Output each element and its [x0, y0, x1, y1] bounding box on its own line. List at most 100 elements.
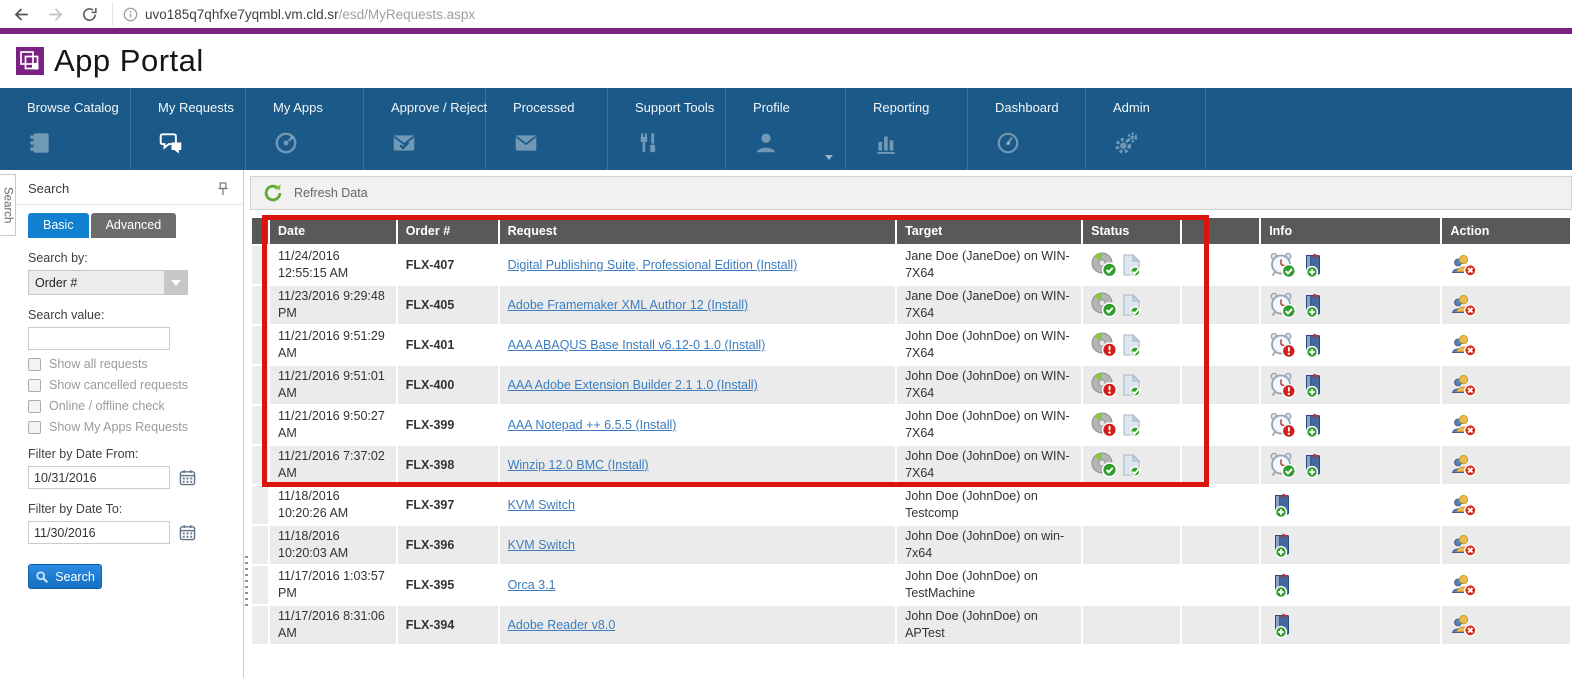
row-selector-cell[interactable]	[252, 326, 268, 364]
splitter-grip-icon[interactable]	[245, 556, 248, 606]
request-link[interactable]: KVM Switch	[507, 498, 575, 512]
panel-splitter[interactable]	[243, 170, 249, 678]
add-to-list-icon[interactable]	[1300, 332, 1324, 358]
cancel-request-icon[interactable]	[1450, 373, 1478, 397]
cancel-request-icon[interactable]	[1450, 453, 1478, 477]
date-to-input[interactable]	[28, 521, 170, 544]
nav-tab-support-tools[interactable]: Support Tools	[608, 88, 726, 170]
add-to-list-icon[interactable]	[1300, 372, 1324, 398]
request-link[interactable]: AAA ABAQUS Base Install v6.12-0 1.0 (Ins…	[507, 338, 766, 352]
search-by-select[interactable]: Order #	[28, 270, 188, 295]
checkbox[interactable]	[28, 420, 41, 434]
column-header-info[interactable]: Info	[1261, 218, 1441, 244]
nav-tab-profile[interactable]: Profile	[726, 88, 846, 170]
column-header-status[interactable]: Status	[1083, 218, 1180, 244]
column-header-order[interactable]: Order #	[397, 218, 498, 244]
nav-tab-admin[interactable]: Admin	[1086, 88, 1206, 170]
add-to-list-icon[interactable]	[1300, 292, 1324, 318]
cancel-request-icon[interactable]	[1450, 293, 1478, 317]
cancel-request-icon[interactable]	[1450, 333, 1478, 357]
column-header-blank[interactable]	[252, 218, 268, 244]
chevron-down-icon[interactable]	[164, 271, 187, 294]
request-link[interactable]: Adobe Reader v8.0	[507, 618, 616, 632]
tab-basic[interactable]: Basic	[28, 213, 89, 238]
request-row: 11/17/2016 1:03:57 PM FLX-395 Orca 3.1 John…	[252, 566, 1570, 604]
nav-tab-browse-catalog[interactable]: Browse Catalog	[0, 88, 131, 170]
cancel-request-icon[interactable]	[1450, 573, 1478, 597]
calendar-icon[interactable]	[179, 469, 196, 486]
search-panel-side-tab[interactable]: Search	[0, 174, 16, 236]
add-to-list-icon[interactable]	[1300, 412, 1324, 438]
pin-icon[interactable]	[217, 181, 229, 196]
calendar-icon[interactable]	[179, 524, 196, 541]
request-link[interactable]: KVM Switch	[507, 538, 575, 552]
date-from-input[interactable]	[28, 466, 170, 489]
checkbox[interactable]	[28, 399, 41, 413]
row-selector-cell[interactable]	[252, 526, 268, 564]
nav-tab-my-requests[interactable]: My Requests	[131, 88, 246, 170]
nav-tab-reporting[interactable]: Reporting	[846, 88, 968, 170]
schedule-alarm-icon[interactable]	[1269, 332, 1297, 358]
add-to-list-icon[interactable]	[1300, 452, 1324, 478]
column-header-date[interactable]: Date	[270, 218, 396, 244]
address-bar[interactable]: uvo185q7qhfxe7yqmbl.vm.cld.sr/esd/MyRequ…	[112, 2, 475, 26]
schedule-alarm-icon[interactable]	[1269, 292, 1297, 318]
schedule-alarm-icon[interactable]	[1269, 372, 1297, 398]
search-button[interactable]: Search	[28, 564, 102, 589]
add-to-list-icon[interactable]	[1269, 492, 1293, 518]
request-link[interactable]: Adobe Framemaker XML Author 12 (Install)	[507, 298, 749, 312]
tab-advanced[interactable]: Advanced	[90, 213, 177, 238]
add-to-list-icon[interactable]	[1269, 532, 1293, 558]
row-selector-cell[interactable]	[252, 446, 268, 484]
row-selector-cell[interactable]	[252, 486, 268, 524]
cancel-request-icon[interactable]	[1450, 253, 1478, 277]
schedule-alarm-icon[interactable]	[1269, 412, 1297, 438]
checkbox-row[interactable]: Online / offline check	[28, 399, 243, 413]
checkbox-row[interactable]: Show cancelled requests	[28, 378, 243, 392]
refresh-icon[interactable]	[261, 182, 285, 204]
nav-tab-my-apps[interactable]: My Apps	[246, 88, 364, 170]
row-selector-cell[interactable]	[252, 606, 268, 644]
back-icon[interactable]	[8, 2, 34, 26]
refresh-data-label[interactable]: Refresh Data	[294, 186, 368, 200]
date-cell: 11/18/2016 10:20:03 AM	[270, 526, 396, 564]
cancel-request-icon[interactable]	[1450, 493, 1478, 517]
forward-icon[interactable]	[42, 2, 68, 26]
add-to-list-icon[interactable]	[1300, 252, 1324, 278]
page-info-icon[interactable]	[123, 7, 138, 22]
reload-icon[interactable]	[76, 2, 102, 26]
cancel-request-icon[interactable]	[1450, 533, 1478, 557]
request-cell: Winzip 12.0 BMC (Install)	[499, 446, 896, 484]
nav-tab-approve-reject[interactable]: Approve / Reject	[364, 88, 487, 170]
checkbox-row[interactable]: Show My Apps Requests	[28, 420, 243, 434]
checkbox[interactable]	[28, 378, 41, 392]
row-selector-cell[interactable]	[252, 246, 268, 284]
column-header-target[interactable]: Target	[897, 218, 1082, 244]
nav-tab-processed[interactable]: Processed	[486, 88, 608, 170]
chevron-down-icon[interactable]	[825, 155, 833, 160]
request-link[interactable]: AAA Adobe Extension Builder 2.1 1.0 (Ins…	[507, 378, 758, 392]
column-header-request[interactable]: Request	[499, 218, 896, 244]
column-header-action[interactable]: Action	[1442, 218, 1570, 244]
column-header-blank[interactable]	[1181, 218, 1260, 244]
add-to-list-icon[interactable]	[1269, 612, 1293, 638]
checkbox-label: Online / offline check	[49, 399, 165, 413]
schedule-alarm-icon[interactable]	[1269, 452, 1297, 478]
request-row: 11/18/2016 10:20:03 AM FLX-396 KVM Switch J…	[252, 526, 1570, 564]
request-link[interactable]: AAA Notepad ++ 6.5.5 (Install)	[507, 418, 677, 432]
row-selector-cell[interactable]	[252, 366, 268, 404]
row-selector-cell[interactable]	[252, 286, 268, 324]
add-to-list-icon[interactable]	[1269, 572, 1293, 598]
search-value-input[interactable]	[28, 327, 170, 350]
checkbox-row[interactable]: Show all requests	[28, 357, 243, 371]
cancel-request-icon[interactable]	[1450, 413, 1478, 437]
row-selector-cell[interactable]	[252, 566, 268, 604]
request-link[interactable]: Orca 3.1	[507, 578, 556, 592]
request-link[interactable]: Digital Publishing Suite, Professional E…	[507, 258, 798, 272]
schedule-alarm-icon[interactable]	[1269, 252, 1297, 278]
cancel-request-icon[interactable]	[1450, 613, 1478, 637]
request-link[interactable]: Winzip 12.0 BMC (Install)	[507, 458, 649, 472]
row-selector-cell[interactable]	[252, 406, 268, 444]
checkbox[interactable]	[28, 357, 41, 371]
nav-tab-dashboard[interactable]: Dashboard	[968, 88, 1086, 170]
